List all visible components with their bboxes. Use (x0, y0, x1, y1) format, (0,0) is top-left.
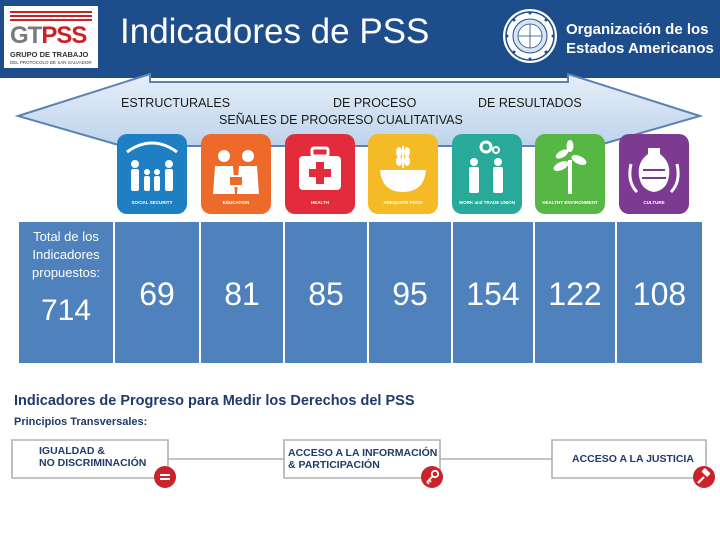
count-food: 95 (392, 276, 428, 312)
total-cell: Total de los Indicadores propuestos: 714 (19, 222, 113, 363)
logo-subtitle-small: DEL PROTOCOLO DE SAN SALVADOR (10, 60, 92, 65)
total-value: 714 (40, 294, 92, 327)
key-icon (421, 466, 443, 488)
oas-name-line2: Estados Americanos (566, 40, 714, 57)
category-process: DE PROCESO (333, 96, 417, 110)
equal-icon (154, 466, 176, 488)
count-cell: 122 (535, 222, 615, 363)
social-security-icon: SOCIAL SECURITY (117, 134, 187, 214)
principle-line: IGUALDAD & (39, 445, 105, 457)
work-icon: WORK and TRADE UNION (452, 134, 522, 214)
health-icon: HEALTH (285, 134, 355, 214)
count-work: 154 (466, 276, 520, 312)
logo-stripe (10, 15, 92, 17)
count-cell: 95 (369, 222, 451, 363)
category-arrow (14, 72, 704, 156)
logo-subtitle: GRUPO DE TRABAJO (10, 50, 89, 59)
page-title: Indicadores de PSS (120, 12, 430, 51)
education-icon: EDUCATION (201, 134, 271, 214)
count-health: 85 (308, 276, 344, 312)
progress-indicators-title: Indicadores de Progreso para Medir los D… (14, 393, 415, 409)
header-band: GTPSS GRUPO DE TRABAJO DEL PROTOCOLO DE … (0, 0, 720, 78)
right-label: CULTURE (643, 200, 665, 205)
environment-icon: HEALTHY ENVIRONMENT (535, 134, 605, 214)
oas-seal-icon (503, 9, 557, 63)
count-cell: 85 (285, 222, 367, 363)
total-label: Total de los Indicadores propuestos: (32, 229, 100, 280)
right-label: ADEQUATE FOOD (383, 200, 423, 205)
logo-stripe (10, 11, 92, 13)
right-label: SOCIAL SECURITY (131, 200, 173, 205)
principle-information: ACCESO A LA INFORMACIÓN & PARTICIPACIÓN (288, 447, 437, 471)
culture-icon: CULTURE (619, 134, 689, 214)
count-culture: 108 (632, 276, 687, 312)
logo-gt: GT (10, 22, 42, 49)
oas-name: Organización de los Estados Americanos (566, 20, 714, 58)
logo-mark: GTPSS (10, 22, 87, 49)
category-qualitative: SEÑALES DE PROGRESO CUALITATIVAS (219, 113, 463, 127)
count-cell: 154 (453, 222, 533, 363)
principle-justice: ACCESO A LA JUSTICIA (572, 453, 694, 465)
gavel-icon (693, 466, 715, 488)
food-icon: ADEQUATE FOOD (368, 134, 438, 214)
principle-equality: IGUALDAD & NO DISCRIMINACIÓN (39, 445, 146, 469)
category-structural: ESTRUCTURALES (121, 96, 231, 110)
principles-subtitle: Principios Transversales: (14, 416, 148, 428)
right-label: HEALTH (311, 200, 329, 205)
count-cell: 69 (115, 222, 199, 363)
principle-line: NO DISCRIMINACIÓN (39, 457, 147, 469)
right-label: HEALTHY ENVIRONMENT (542, 200, 598, 205)
logo-stripe (10, 19, 92, 21)
count-cell: 81 (201, 222, 283, 363)
principle-line: & PARTICIPACIÓN (288, 459, 380, 471)
principle-line: ACCESO A LA JUSTICIA (572, 453, 694, 465)
right-label: EDUCATION (222, 200, 250, 205)
right-label: WORK and TRADE UNION (459, 200, 515, 205)
gtpss-logo: GTPSS GRUPO DE TRABAJO DEL PROTOCOLO DE … (4, 6, 98, 68)
principle-line: ACCESO A LA INFORMACIÓN (288, 447, 438, 459)
count-social-security: 69 (139, 276, 175, 312)
count-cell: 108 (617, 222, 702, 363)
logo-pss: PSS (41, 22, 87, 49)
count-environment: 122 (548, 276, 602, 312)
category-results: DE RESULTADOS (478, 96, 582, 110)
count-education: 81 (224, 276, 260, 312)
oas-name-line1: Organización de los (566, 21, 709, 38)
